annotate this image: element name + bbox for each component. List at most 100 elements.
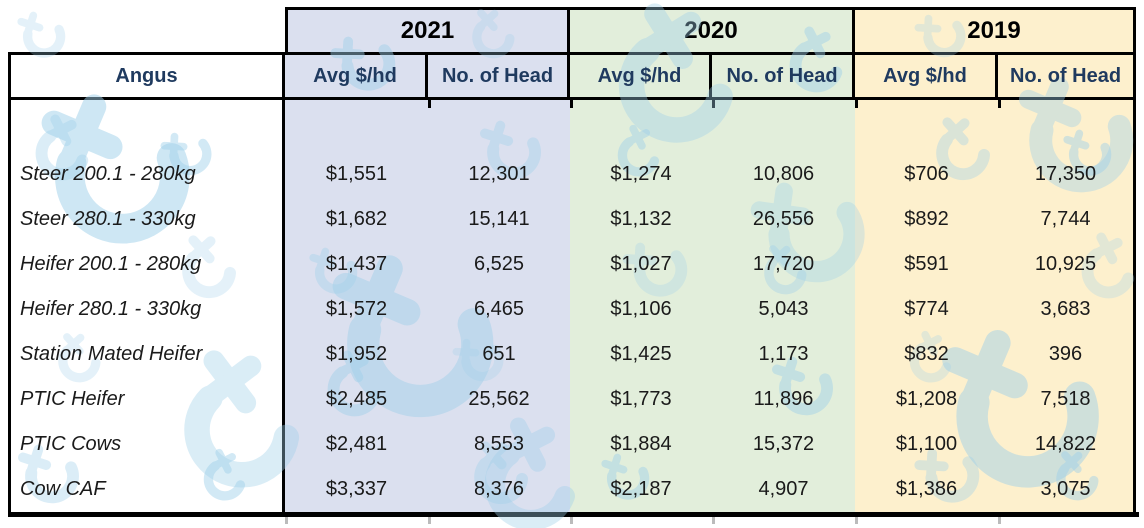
cell-value-text: $1,884 bbox=[610, 433, 672, 455]
cell-value: 3,075 bbox=[998, 467, 1136, 512]
cell-value: $1,572 bbox=[285, 287, 428, 332]
cell-value: $1,027 bbox=[570, 242, 712, 287]
cell-value-text: $892 bbox=[904, 208, 949, 230]
cell-value-text: $3,337 bbox=[325, 478, 388, 500]
border-tick bbox=[998, 100, 1001, 108]
cell-value-text: 15,372 bbox=[752, 433, 815, 455]
year-label-2019: 2019 bbox=[967, 17, 1021, 44]
spacer-row bbox=[8, 100, 1139, 152]
cell-value-text: 8,553 bbox=[473, 433, 525, 455]
col-header-2020-head: No. of Head bbox=[712, 52, 855, 100]
cell-value-text: 14,822 bbox=[1034, 433, 1097, 455]
cell-value-text: $1,572 bbox=[325, 298, 388, 320]
row-label: PTIC Cows bbox=[8, 422, 285, 467]
cell-value: $591 bbox=[855, 242, 998, 287]
cell-value: $1,884 bbox=[570, 422, 712, 467]
year-header-spacer bbox=[8, 7, 285, 52]
cell-value: $1,551 bbox=[285, 152, 428, 197]
border-tick bbox=[998, 517, 1001, 524]
cell-value: 8,376 bbox=[428, 467, 570, 512]
cell-value-text: 26,556 bbox=[752, 208, 815, 230]
border-tick bbox=[428, 100, 431, 108]
col-header-2021-avg: Avg $/hd bbox=[285, 52, 428, 100]
col-header-label: Avg $/hd bbox=[883, 64, 967, 87]
cell-value: $1,386 bbox=[855, 467, 998, 512]
cell-value bbox=[428, 100, 570, 152]
table-body: Steer 200.1 - 280kg $1,551 12,301 $1,274 10,… bbox=[8, 100, 1139, 517]
cell-value: $1,274 bbox=[570, 152, 712, 197]
cell-value: $1,208 bbox=[855, 377, 998, 422]
cell-value bbox=[570, 100, 712, 152]
row-label-text: Heifer 200.1 - 280kg bbox=[20, 253, 202, 275]
cell-value: 17,720 bbox=[712, 242, 855, 287]
cell-value: $1,100 bbox=[855, 422, 998, 467]
cell-value-text: 3,075 bbox=[1040, 478, 1091, 500]
cell-value-text: 25,562 bbox=[468, 388, 530, 410]
cell-value: 3,683 bbox=[998, 287, 1136, 332]
year-header-2019: 2019 bbox=[855, 7, 1136, 52]
cell-value-text: $1,100 bbox=[895, 433, 958, 455]
cell-value-text: 3,683 bbox=[1040, 298, 1091, 320]
cell-value-text: 1,173 bbox=[758, 343, 809, 365]
cell-value: 1,173 bbox=[712, 332, 855, 377]
border-tick bbox=[428, 517, 431, 524]
cell-value: 8,553 bbox=[428, 422, 570, 467]
cell-value: $2,187 bbox=[570, 467, 712, 512]
cell-value: 12,301 bbox=[428, 152, 570, 197]
cell-value: $3,337 bbox=[285, 467, 428, 512]
cell-value: $1,952 bbox=[285, 332, 428, 377]
cell-value-text: $1,132 bbox=[610, 208, 672, 230]
cell-value-text: $774 bbox=[904, 298, 949, 320]
cell-value-text: $2,481 bbox=[325, 433, 388, 455]
cell-value-text: 5,043 bbox=[758, 298, 809, 320]
cell-value-text: $832 bbox=[904, 343, 949, 365]
cell-value bbox=[285, 100, 428, 152]
cell-value-text: 7,518 bbox=[1040, 388, 1091, 410]
cell-value-text: 8,376 bbox=[473, 478, 525, 500]
cell-value: 14,822 bbox=[998, 422, 1136, 467]
cell-value-text: 6,525 bbox=[473, 253, 525, 275]
row-label-text: Station Mated Heifer bbox=[20, 343, 203, 365]
border-tick bbox=[285, 517, 288, 524]
border-tick bbox=[855, 100, 858, 108]
cell-value: 5,043 bbox=[712, 287, 855, 332]
cell-value: 15,141 bbox=[428, 197, 570, 242]
cell-value-text: 11,896 bbox=[753, 388, 814, 410]
table-row: PTIC Heifer $2,485 25,562 $1,773 11,896 $1,20… bbox=[8, 377, 1139, 422]
cell-value: $1,437 bbox=[285, 242, 428, 287]
row-group-title-cell: Angus bbox=[8, 52, 285, 100]
cell-value: 396 bbox=[998, 332, 1136, 377]
cell-value-text: 4,907 bbox=[758, 478, 809, 500]
cell-value-text: $1,773 bbox=[610, 388, 672, 410]
column-header-row: Angus Avg $/hd No. of Head Avg $/hd No. … bbox=[8, 52, 1139, 100]
year-label-2021: 2021 bbox=[400, 17, 455, 44]
col-header-2019-avg: Avg $/hd bbox=[855, 52, 998, 100]
year-header-row: 2021 2020 2019 bbox=[8, 7, 1139, 52]
row-label: Steer 200.1 - 280kg bbox=[8, 152, 285, 197]
cell-value-text: $1,027 bbox=[610, 253, 672, 275]
cell-value-text: 17,350 bbox=[1034, 163, 1097, 185]
row-label-text: Steer 280.1 - 330kg bbox=[20, 208, 196, 230]
col-header-2021-head: No. of Head bbox=[428, 52, 570, 100]
row-label: Station Mated Heifer bbox=[8, 332, 285, 377]
row-label-text: PTIC Heifer bbox=[20, 388, 125, 410]
col-header-label: Avg $/hd bbox=[597, 64, 682, 87]
cell-value-text: 651 bbox=[482, 343, 516, 365]
cell-value: 4,907 bbox=[712, 467, 855, 512]
row-label-text: Cow CAF bbox=[20, 478, 106, 500]
cell-value-text: $2,187 bbox=[610, 478, 672, 500]
cell-value-text: 12,301 bbox=[468, 163, 530, 185]
cell-value: 651 bbox=[428, 332, 570, 377]
cell-value: $892 bbox=[855, 197, 998, 242]
cell-value bbox=[998, 100, 1136, 152]
year-header-2021: 2021 bbox=[285, 7, 570, 52]
cell-value: $1,425 bbox=[570, 332, 712, 377]
border-tick bbox=[712, 517, 715, 524]
cell-value-text: $1,106 bbox=[610, 298, 672, 320]
cell-value-text: $1,425 bbox=[610, 343, 672, 365]
cell-value: 10,806 bbox=[712, 152, 855, 197]
cell-value-text: $1,386 bbox=[895, 478, 958, 500]
row-label: Steer 280.1 - 330kg bbox=[8, 197, 285, 242]
cell-value-text: 15,141 bbox=[468, 208, 530, 230]
